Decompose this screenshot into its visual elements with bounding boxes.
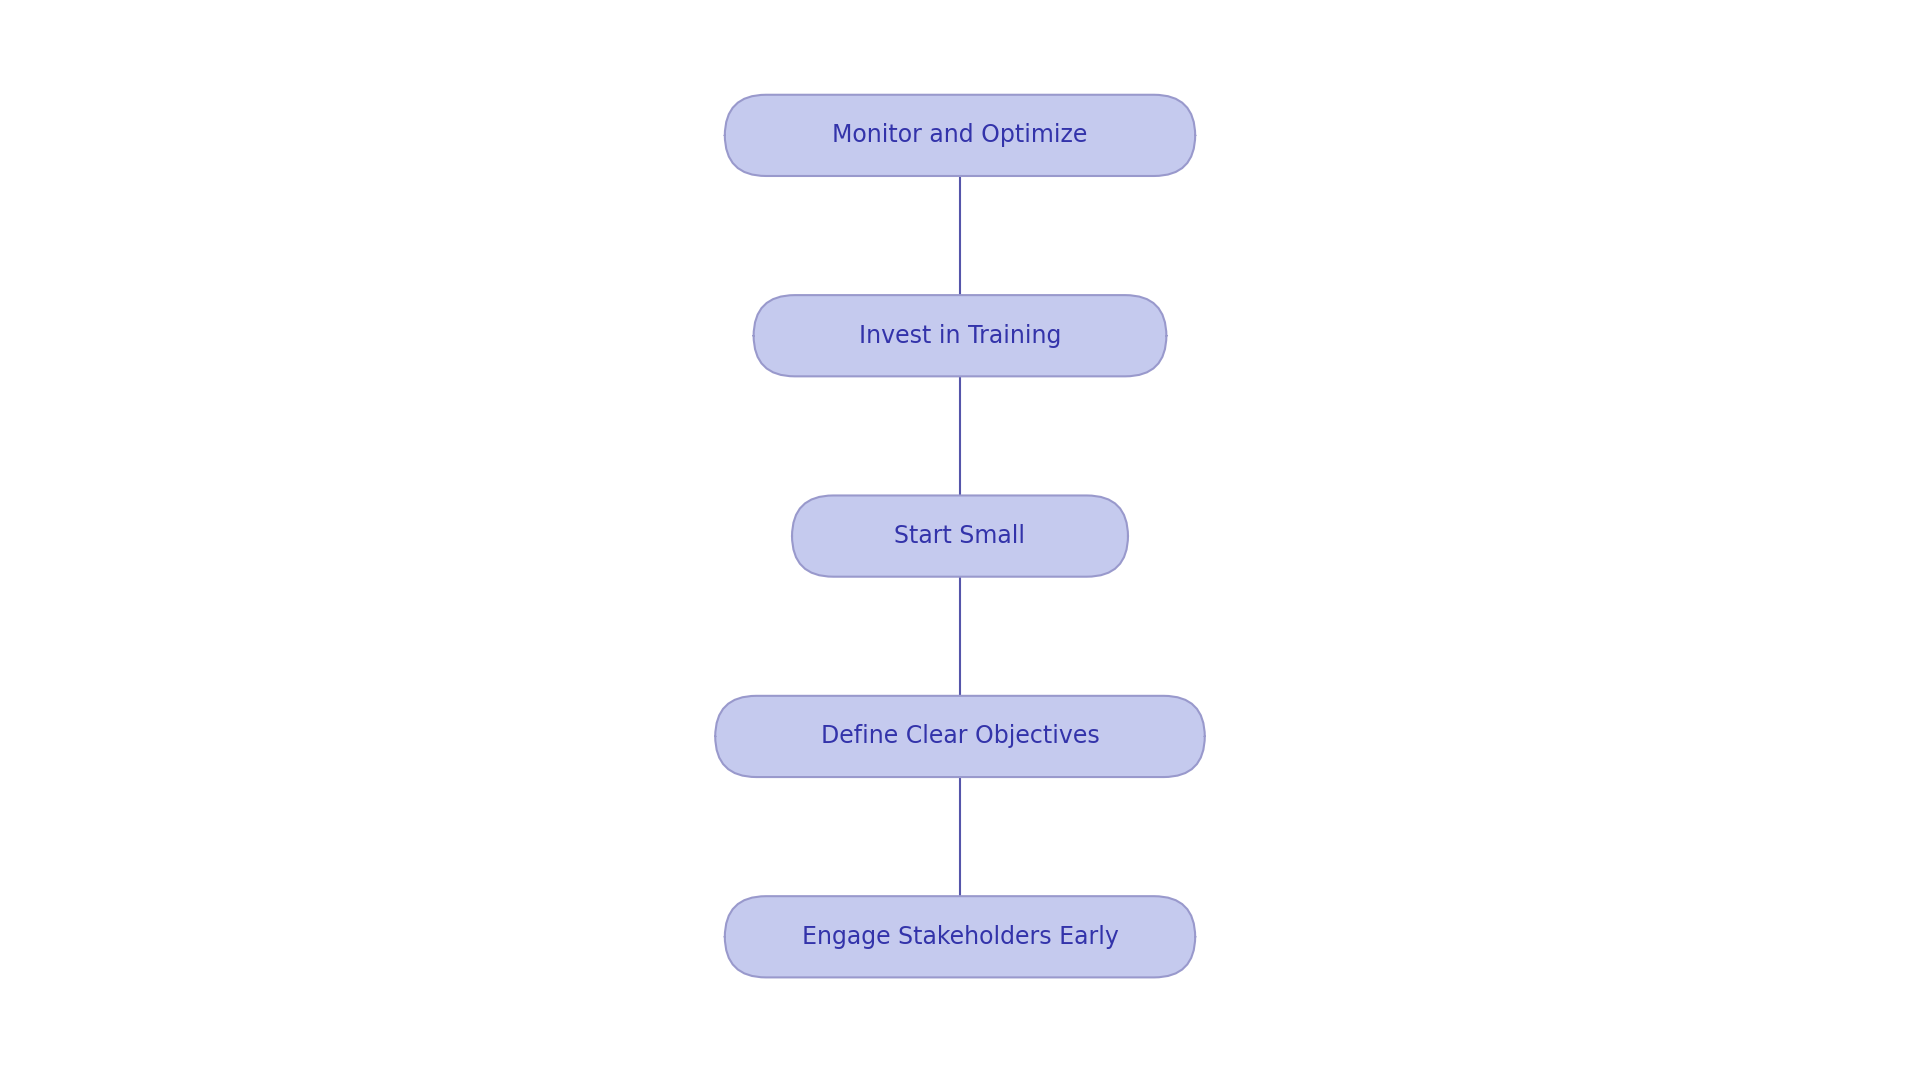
FancyBboxPatch shape xyxy=(724,897,1194,977)
Text: Monitor and Optimize: Monitor and Optimize xyxy=(831,123,1089,147)
Text: Invest in Training: Invest in Training xyxy=(858,324,1062,348)
FancyBboxPatch shape xyxy=(753,295,1167,377)
Text: Start Small: Start Small xyxy=(895,524,1025,548)
Text: Define Clear Objectives: Define Clear Objectives xyxy=(820,725,1100,748)
FancyBboxPatch shape xyxy=(791,496,1129,577)
FancyBboxPatch shape xyxy=(724,95,1194,175)
Text: Engage Stakeholders Early: Engage Stakeholders Early xyxy=(801,925,1119,949)
FancyBboxPatch shape xyxy=(714,696,1206,778)
